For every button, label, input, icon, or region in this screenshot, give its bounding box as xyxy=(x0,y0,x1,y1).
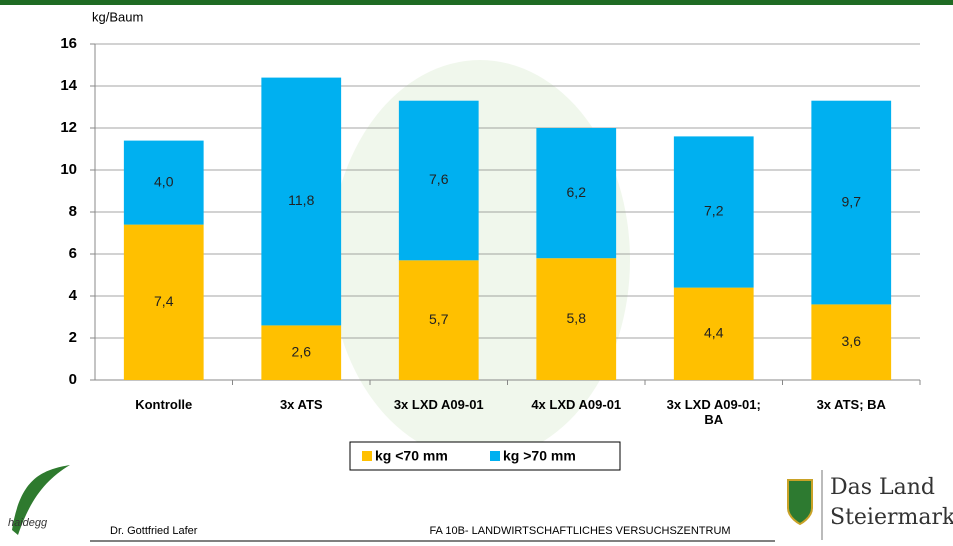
value-label: 6,2 xyxy=(567,184,587,200)
y-tick-label: 2 xyxy=(69,329,77,346)
bar-segment xyxy=(811,100,892,305)
bar-segment xyxy=(123,224,204,380)
y-tick-label: 6 xyxy=(69,245,77,262)
value-label: 7,6 xyxy=(429,171,449,187)
value-label: 9,7 xyxy=(842,193,862,209)
value-label: 2,6 xyxy=(292,343,312,359)
author: Dr. Gottfried Lafer xyxy=(110,525,198,537)
value-label: 4,4 xyxy=(704,325,724,341)
y-tick-label: 10 xyxy=(60,161,77,178)
value-label: 3,6 xyxy=(842,333,862,349)
y-tick-label: 16 xyxy=(60,35,77,52)
legend-label: kg <70 mm xyxy=(375,448,448,464)
logo-left-text: haidegg xyxy=(8,517,48,529)
bar-segment xyxy=(673,136,754,288)
x-tick-label: 3x LXD A09-01 xyxy=(393,397,484,412)
legend-label: kg >70 mm xyxy=(503,448,576,464)
x-tick-label: 3x ATS; BA xyxy=(816,397,886,412)
legend-swatch xyxy=(490,451,500,461)
bar-segment xyxy=(811,304,892,380)
x-tick-label: Kontrolle xyxy=(135,397,193,412)
legend-box xyxy=(349,441,621,471)
value-label: 5,7 xyxy=(429,311,449,327)
legend-swatch xyxy=(362,451,372,461)
bar-segment xyxy=(673,287,754,380)
bar-segment xyxy=(536,258,617,380)
value-label: 11,8 xyxy=(288,192,314,208)
y-tick-label: 4 xyxy=(69,287,78,304)
x-tick-label: 3x LXD A09-01; BA xyxy=(666,397,761,427)
bar-segment xyxy=(398,260,479,380)
bar-segment xyxy=(261,77,342,326)
y-axis-label: kg/Baum xyxy=(92,9,143,24)
bar-segment xyxy=(398,100,479,261)
value-label: 4,0 xyxy=(154,173,174,189)
y-tick-label: 14 xyxy=(60,77,77,94)
value-label: 5,8 xyxy=(567,310,587,326)
x-tick-label: 3x ATS xyxy=(279,397,323,412)
y-tick-label: 0 xyxy=(69,371,77,388)
bar-segment xyxy=(536,128,617,259)
institution: FA 10B- LANDWIRTSCHAFTLICHES VERSUCHSZEN… xyxy=(429,525,730,537)
coat-of-arms xyxy=(787,479,813,526)
logo-right-line2: Steiermark xyxy=(830,505,953,530)
logo-leaf xyxy=(12,465,70,535)
x-tick-label: 4x LXD A09-01 xyxy=(531,397,622,412)
value-label: 7,2 xyxy=(704,203,724,219)
bar-segment xyxy=(261,325,342,380)
value-label: 7,4 xyxy=(154,293,174,309)
logo-right-line1: Das Land xyxy=(830,475,935,500)
bar-segment xyxy=(123,140,204,225)
y-tick-label: 12 xyxy=(60,119,77,136)
top-bar xyxy=(0,0,953,5)
y-tick-label: 8 xyxy=(69,203,77,220)
